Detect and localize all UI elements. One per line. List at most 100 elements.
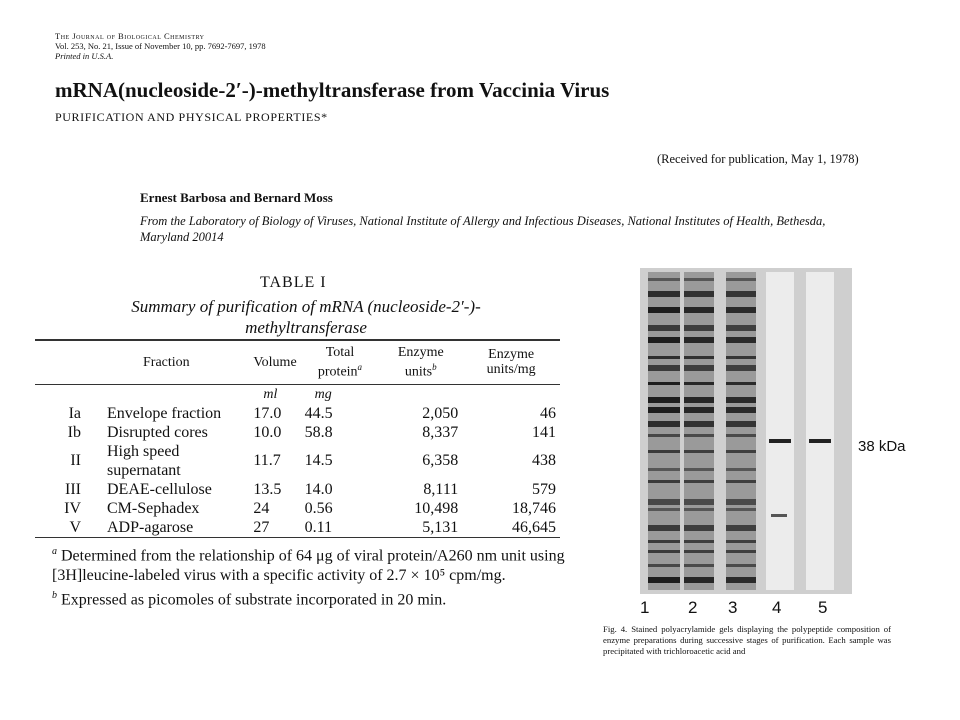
- gel-band: [684, 365, 714, 371]
- gel-band: [648, 291, 680, 297]
- authors: Ernest Barbosa and Bernard Moss: [140, 190, 333, 205]
- gel-band: [684, 508, 714, 511]
- table-cell: DEAE-cellulose: [107, 480, 212, 498]
- gel-band-38kda: [809, 439, 831, 443]
- table-cell: 46,645: [512, 518, 556, 536]
- unit-mg: mg: [314, 386, 332, 402]
- gel-band: [684, 356, 714, 359]
- table-cell: 24: [253, 499, 270, 517]
- table-cell: 58.8: [304, 423, 333, 441]
- received-date: (Received for publication, May 1, 1978): [657, 152, 859, 166]
- gel-band: [684, 434, 714, 437]
- table-row: Ia Envelope fraction 17.0 44.5 2,050 46: [35, 404, 560, 423]
- table-row: II High speed supernatant 11.7 14.5 6,358 438: [35, 442, 560, 480]
- purification-table: Fraction Volume Total proteina Enzyme un…: [35, 338, 560, 538]
- gel-band: [726, 307, 756, 313]
- gel-band: [726, 278, 756, 281]
- gel-band: [726, 450, 756, 453]
- gel-band: [726, 365, 756, 371]
- gel-band: [726, 540, 756, 543]
- gel-band: [648, 564, 680, 567]
- header-total-protein: Total proteina: [300, 338, 380, 385]
- table-cell: III: [65, 480, 81, 498]
- table-cell: Envelope fraction: [107, 404, 222, 422]
- gel-band: [648, 550, 680, 553]
- gel-band: [726, 397, 756, 403]
- table-cell: 2,050: [422, 404, 459, 422]
- table-cell: V: [69, 518, 81, 536]
- gel-image: [640, 268, 852, 594]
- gel-band: [648, 499, 680, 505]
- table-cell: 0.11: [304, 518, 333, 536]
- table-cell: 579: [532, 480, 556, 498]
- table-cell: CM-Sephadex: [107, 499, 200, 517]
- gel-band: [726, 356, 756, 359]
- gel-band: [684, 480, 714, 483]
- gel-band: [684, 540, 714, 543]
- gel-band-38kda: [769, 439, 791, 443]
- gel-band: [684, 525, 714, 531]
- footnote-a: a Determined from the relationship of 64…: [52, 546, 565, 585]
- table-cell: 10.0: [253, 423, 282, 441]
- table-cell: 27: [253, 518, 270, 536]
- header-enzyme-units: Enzyme unitsb: [379, 338, 463, 385]
- gel-lane: [766, 272, 794, 590]
- journal-header: The Journal of Biological Chemistry Vol.…: [55, 31, 266, 61]
- table-footnotes: a Determined from the relationship of 64…: [52, 542, 567, 611]
- table-row: Ib Disrupted cores 10.0 58.8 8,337 141: [35, 423, 560, 442]
- journal-name: The Journal of Biological Chemistry: [55, 31, 205, 41]
- table-cell: ADP-agarose: [107, 518, 194, 536]
- gel-band: [726, 421, 756, 427]
- table-cell: 10,498: [414, 499, 459, 517]
- gel-band: [726, 508, 756, 511]
- table-cell: 14.0: [304, 480, 333, 498]
- gel-band: [684, 577, 714, 583]
- gel-band: [684, 397, 714, 403]
- footnote-b: b Expressed as picomoles of substrate in…: [52, 590, 447, 609]
- table-cell: IV: [64, 499, 81, 517]
- gel-band: [684, 278, 714, 281]
- gel-band: [726, 525, 756, 531]
- header-volume: Volume: [249, 338, 301, 385]
- table-cell: High speed supernatant: [107, 442, 181, 479]
- paper-subtitle: PURIFICATION AND PHYSICAL PROPERTIES*: [55, 110, 328, 124]
- table-cell: 18,746: [512, 499, 556, 517]
- gel-band: [684, 499, 714, 505]
- gel-band: [648, 397, 680, 403]
- table-cell: 13.5: [253, 480, 282, 498]
- gel-band: [648, 337, 680, 343]
- header-units-per-mg: Enzyme units/mg: [462, 338, 560, 385]
- lane-label-1: 1: [640, 598, 650, 617]
- gel-band: [684, 382, 714, 385]
- gel-band: [648, 421, 680, 427]
- table-cell: 46: [540, 404, 556, 422]
- table-row: IV CM-Sephadex 24 0.56 10,498 18,746: [35, 499, 560, 518]
- gel-band: [648, 480, 680, 483]
- gel-band: [684, 407, 714, 413]
- gel-band: [726, 325, 756, 331]
- table-cell: 14.5: [304, 452, 333, 470]
- lane-label-4: 4: [772, 598, 782, 617]
- table-cell: II: [70, 452, 81, 470]
- gel-band: [771, 514, 787, 517]
- table-cell: 6,358: [422, 452, 459, 470]
- gel-lane: [806, 272, 834, 590]
- gel-band: [726, 480, 756, 483]
- table-cell: 17.0: [253, 404, 282, 422]
- gel-band: [648, 434, 680, 437]
- gel-band: [726, 564, 756, 567]
- gel-band: [648, 382, 680, 385]
- gel-band: [684, 337, 714, 343]
- lane-label-2: 2: [688, 598, 698, 617]
- gel-band: [726, 577, 756, 583]
- table-cell: 0.56: [304, 499, 333, 517]
- figure-caption: Fig. 4. Stained polyacrylamide gels disp…: [603, 624, 891, 656]
- table-cell: 8,111: [423, 480, 459, 498]
- gel-band: [726, 291, 756, 297]
- header-fraction: Fraction: [103, 338, 250, 385]
- gel-band: [684, 564, 714, 567]
- lane-label-3: 3: [728, 598, 738, 617]
- gel-band: [648, 307, 680, 313]
- table-cell: 141: [532, 423, 556, 441]
- gel-band: [648, 508, 680, 511]
